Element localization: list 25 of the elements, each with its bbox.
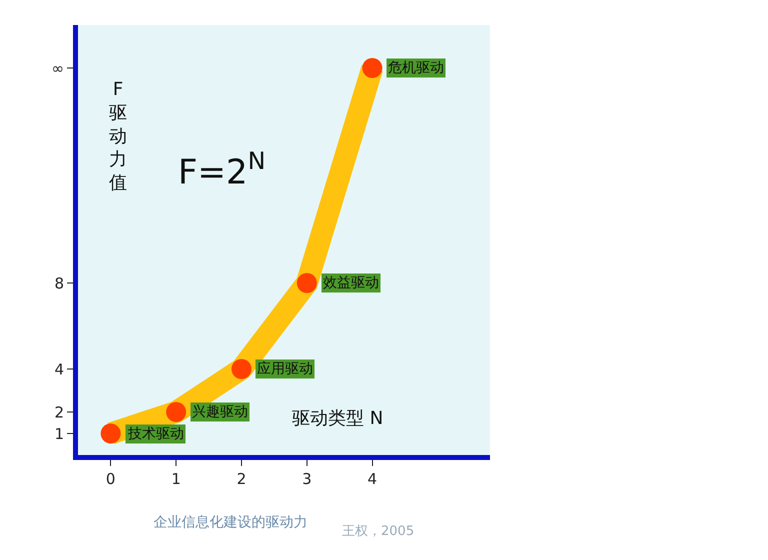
point (362, 58, 382, 78)
point (166, 402, 186, 422)
annotation: 危机驱动 (388, 60, 444, 76)
y-axis-title: F 驱动力值 (109, 79, 127, 194)
annotation: 兴趣驱动 (192, 404, 248, 420)
point (100, 424, 121, 444)
x-tick-label: 4 (368, 470, 378, 488)
annotation: 效益驱动 (323, 275, 379, 291)
x-tick-label: 2 (236, 470, 246, 488)
x-axis-title: 驱动类型 N (292, 408, 384, 429)
annotation: F=2$^{N}$ (178, 147, 266, 192)
text: 企业信息化建设的驱动力 (153, 514, 308, 530)
annotation: 技术驱动 (127, 426, 184, 442)
point (232, 359, 252, 379)
x-tick-label: 0 (106, 470, 116, 488)
y-tick-label: ∞ (52, 59, 64, 78)
point (296, 273, 317, 293)
y-tick-label: 2 (54, 403, 64, 422)
y-tick-label: 4 (54, 360, 64, 378)
x-tick-label: 3 (302, 470, 312, 488)
annotation: 应用驱动 (257, 361, 313, 377)
y-tick-label: 8 (54, 274, 64, 292)
text: 王权，2005 (342, 524, 414, 539)
x-tick-label: 1 (171, 470, 181, 488)
y-tick-label: 1 (54, 424, 64, 443)
